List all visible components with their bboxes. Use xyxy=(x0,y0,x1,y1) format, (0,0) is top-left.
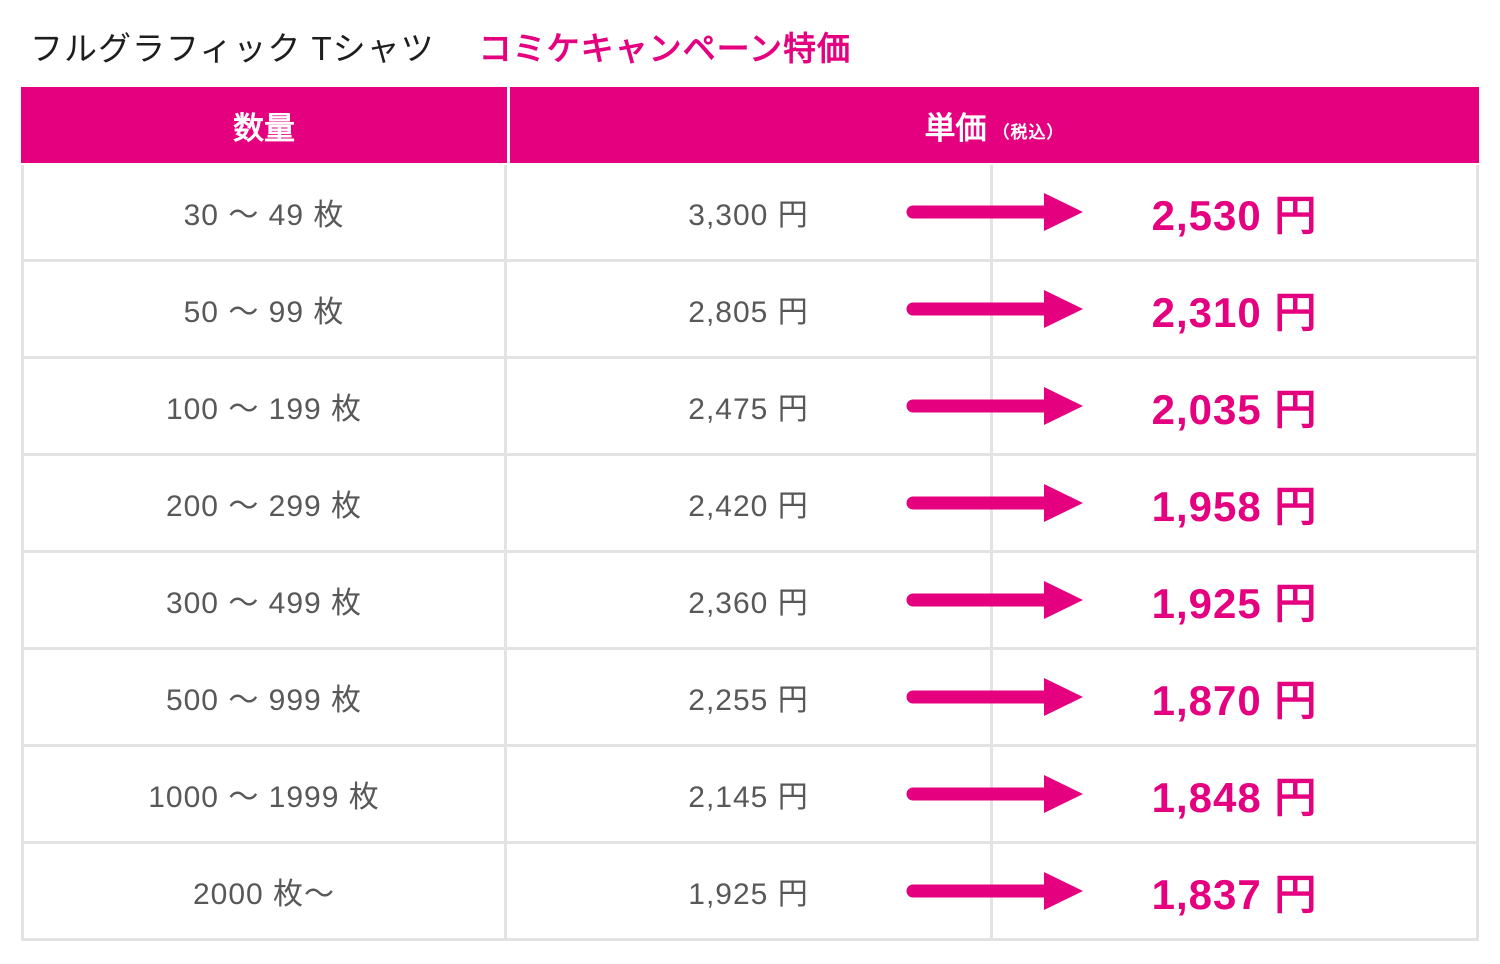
table-row: 50 ～ 99 枚 2,805 円 2,310 円 xyxy=(24,262,1476,359)
quantity-cell: 50 ～ 99 枚 xyxy=(24,262,507,356)
header-cell-unit-price: 単価 （税込） xyxy=(510,87,1479,163)
campaign-price-cell: 1,870 円 xyxy=(1151,676,1318,724)
unit-price-header-label: 単価 xyxy=(924,110,987,146)
original-price-cell: 2,475 円 xyxy=(507,359,993,453)
product-title: フルグラフィック Tシャツ xyxy=(30,30,435,67)
table-row: 200 ～ 299 枚 2,420 円 1,958 円 xyxy=(24,456,1476,553)
quantity-cell: 2000 枚～ xyxy=(24,844,507,938)
original-price-cell: 2,145 円 xyxy=(507,747,993,841)
quantity-cell: 100 ～ 199 枚 xyxy=(24,359,507,453)
quantity-cell: 500 ～ 999 枚 xyxy=(24,650,507,744)
original-price-cell: 2,805 円 xyxy=(507,262,993,356)
table-row: 1000 ～ 1999 枚 2,145 円 1,848 円 xyxy=(24,747,1476,844)
quantity-cell: 200 ～ 299 枚 xyxy=(24,456,507,550)
table-row: 300 ～ 499 枚 2,360 円 1,925 円 xyxy=(24,553,1476,650)
campaign-price-cell: 2,530 円 xyxy=(1151,191,1318,239)
campaign-price-cell: 1,837 円 xyxy=(1151,870,1318,918)
tax-included-note: （税込） xyxy=(992,122,1065,142)
quantity-cell: 300 ～ 499 枚 xyxy=(24,553,507,647)
quantity-cell: 1000 ～ 1999 枚 xyxy=(24,747,507,841)
quantity-header-label: 数量 xyxy=(233,110,295,146)
original-price-cell: 1,925 円 xyxy=(507,844,993,938)
table-header-row: 数量 単価 （税込） xyxy=(21,87,1479,163)
original-price-cell: 3,300 円 xyxy=(507,165,993,259)
table-row: 500 ～ 999 枚 2,255 円 1,870 円 xyxy=(24,650,1476,747)
original-price-cell: 2,255 円 xyxy=(507,650,993,744)
original-price-cell: 2,420 円 xyxy=(507,456,993,550)
campaign-price-cell: 1,925 円 xyxy=(1151,579,1318,627)
quantity-cell: 30 ～ 49 枚 xyxy=(24,165,507,259)
table-row: 2000 枚～ 1,925 円 1,837 円 xyxy=(24,844,1476,941)
page-title-bar: フルグラフィック Tシャツ コミケキャンペーン特価 xyxy=(30,22,851,70)
campaign-price-cell: 1,958 円 xyxy=(1151,482,1318,530)
table-row: 30 ～ 49 枚 3,300 円 2,530 円 xyxy=(24,165,1476,262)
campaign-title: コミケキャンペーン特価 xyxy=(478,30,852,67)
campaign-price-cell: 2,310 円 xyxy=(1151,288,1318,336)
table-row: 100 ～ 199 枚 2,475 円 2,035 円 xyxy=(24,359,1476,456)
price-table: 数量 単価 （税込） 30 ～ 49 枚 3,300 円 2,530 円 50 … xyxy=(21,87,1479,941)
header-cell-quantity: 数量 xyxy=(21,87,507,163)
campaign-price-cell: 2,035 円 xyxy=(1151,385,1318,433)
original-price-cell: 2,360 円 xyxy=(507,553,993,647)
table-body: 30 ～ 49 枚 3,300 円 2,530 円 50 ～ 99 枚 2,80… xyxy=(21,165,1479,941)
campaign-price-cell: 1,848 円 xyxy=(1151,773,1318,821)
